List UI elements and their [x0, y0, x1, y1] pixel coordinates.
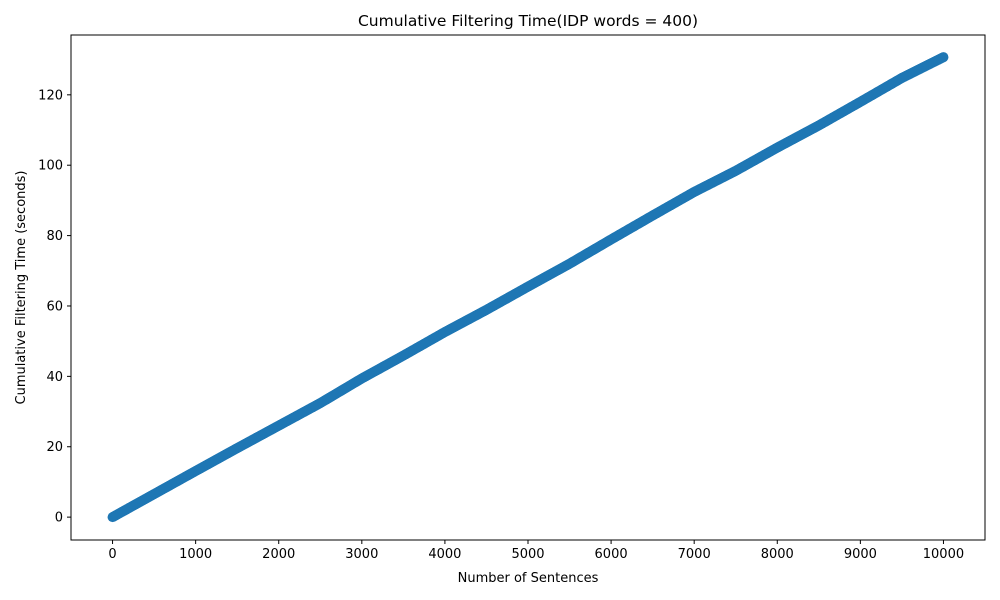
y-tick-label: 80: [46, 229, 63, 244]
x-tick-label: 7000: [678, 547, 711, 562]
y-tick-label: 0: [55, 511, 63, 526]
chart-title: Cumulative Filtering Time(IDP words = 40…: [358, 12, 698, 30]
x-axis-ticks: 0 1000 2000 3000 4000 5000 6000 7000 8000 9000 100…: [108, 540, 964, 562]
x-tick-label: 9000: [844, 547, 877, 562]
x-tick-label: 4000: [428, 547, 461, 562]
x-tick-label: 10000: [923, 547, 964, 562]
x-tick-label: 0: [108, 547, 116, 562]
y-axis-ticks: 0 20 40 60 80 100 120: [38, 88, 71, 526]
y-tick-label: 40: [46, 370, 63, 385]
data-point: [938, 52, 949, 63]
y-tick-label: 120: [38, 88, 63, 103]
x-tick-label: 6000: [595, 547, 628, 562]
x-tick-label: 8000: [761, 547, 794, 562]
x-tick-label: 5000: [511, 547, 544, 562]
y-tick-label: 20: [46, 440, 63, 455]
y-tick-label: 60: [46, 299, 63, 314]
data-points: [107, 52, 949, 523]
y-tick-label: 100: [38, 159, 63, 174]
x-tick-label: 3000: [345, 547, 378, 562]
x-tick-label: 1000: [179, 547, 212, 562]
x-tick-label: 2000: [262, 547, 295, 562]
x-axis-label: Number of Sentences: [458, 571, 599, 586]
y-axis-label: Cumulative Filtering Time (seconds): [14, 171, 29, 405]
